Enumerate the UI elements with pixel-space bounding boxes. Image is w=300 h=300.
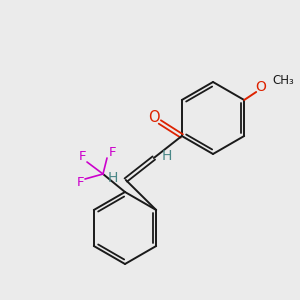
Text: F: F [108, 146, 116, 160]
Text: O: O [148, 110, 160, 125]
Text: CH₃: CH₃ [272, 74, 294, 86]
Text: H: H [108, 171, 118, 185]
Text: O: O [256, 80, 267, 94]
Text: F: F [78, 151, 86, 164]
Text: H: H [162, 149, 172, 163]
Text: F: F [76, 176, 84, 188]
